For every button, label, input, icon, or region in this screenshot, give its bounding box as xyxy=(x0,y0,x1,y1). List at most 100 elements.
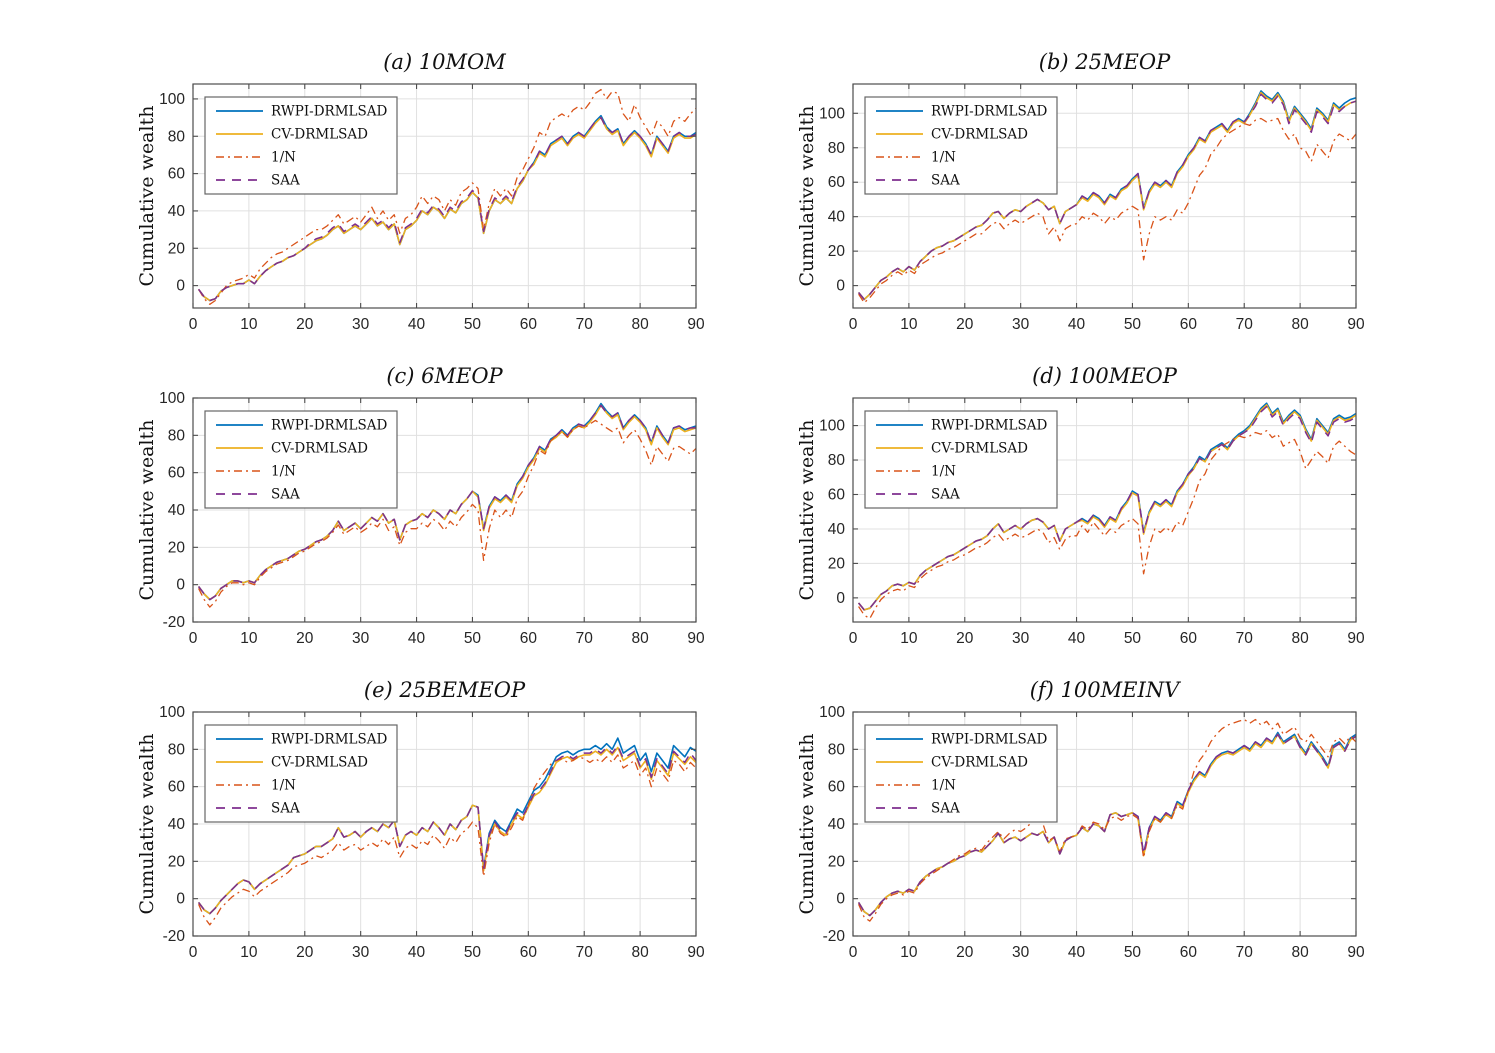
legend-box xyxy=(204,724,398,823)
axes-frame xyxy=(852,83,1357,309)
x-tick-label: 60 xyxy=(520,630,538,647)
x-tick-label: 80 xyxy=(1291,316,1309,333)
legend-label-1: RWPI-DRMLSAD xyxy=(271,104,387,120)
x-tick-label: 20 xyxy=(956,630,974,647)
legend: RWPI-DRMLSAD CV-DRMLSAD 1/N SAA xyxy=(204,724,398,823)
x-tick-label: 10 xyxy=(900,630,918,647)
panel-e-plot: 0 10 20 30 40 50 60 70 80 90-20020406080100RWPI-D… xyxy=(159,704,705,961)
y-tick-label: -20 xyxy=(163,614,186,631)
y-tick-label: 20 xyxy=(828,853,846,870)
x-tick-label: 60 xyxy=(520,316,538,333)
x-tick-label: 60 xyxy=(520,944,538,961)
x-tick-label: 10 xyxy=(240,944,258,961)
series-line-saa xyxy=(197,404,696,601)
y-tick-label: 100 xyxy=(159,390,185,407)
x-tick-label: 60 xyxy=(1180,944,1198,961)
x-tick-label: 50 xyxy=(464,630,482,647)
x-tick-label: 80 xyxy=(1291,630,1309,647)
y-tick-label: 40 xyxy=(168,816,186,833)
x-tick-label: 30 xyxy=(352,316,370,333)
panel-d-title: (d) 100MEOP xyxy=(1032,364,1177,388)
legend-label-1: RWPI-DRMLSAD xyxy=(931,418,1047,434)
x-tick-label: 30 xyxy=(1012,630,1030,647)
y-tick-label: 40 xyxy=(828,816,846,833)
x-tick-label: 30 xyxy=(1012,316,1030,333)
y-tick-label: 60 xyxy=(828,779,846,796)
legend-label-1: RWPI-DRMLSAD xyxy=(271,418,387,434)
x-tick-label: 0 xyxy=(849,944,858,961)
legend-label-4: SAA xyxy=(931,173,960,189)
x-tick-label: 50 xyxy=(1124,316,1142,333)
y-tick-label: 20 xyxy=(828,555,846,572)
x-tick-label: 10 xyxy=(900,316,918,333)
y-tick-label: 0 xyxy=(176,891,185,908)
x-tick-label: 80 xyxy=(631,316,649,333)
x-tick-label: 10 xyxy=(240,316,258,333)
x-tick-label: 80 xyxy=(1291,944,1309,961)
x-tick-label: 40 xyxy=(408,944,426,961)
panel-c-title: (c) 6MEOP xyxy=(386,364,503,388)
legend-label-1: RWPI-DRMLSAD xyxy=(931,104,1047,120)
series-line-saa xyxy=(197,116,697,302)
x-tick-label: 50 xyxy=(1124,944,1142,961)
panel-f-title: (f) 100MEINV xyxy=(1029,678,1180,702)
x-tick-label: 50 xyxy=(464,944,482,961)
panel-a-title: (a) 10MOM xyxy=(383,50,506,74)
y-tick-label: 80 xyxy=(828,140,846,157)
x-tick-label: 90 xyxy=(1347,630,1365,647)
x-tick-label: 40 xyxy=(1068,630,1086,647)
legend: RWPI-DRMLSAD CV-DRMLSAD 1/N SAA xyxy=(204,410,398,509)
x-tick-label: 70 xyxy=(1236,944,1254,961)
y-tick-label: 40 xyxy=(168,203,186,220)
x-tick-label: 20 xyxy=(956,316,974,333)
x-tick-label: 70 xyxy=(576,944,594,961)
y-tick-label: 80 xyxy=(168,741,186,758)
legend: RWPI-DRMLSAD CV-DRMLSAD 1/N SAA xyxy=(864,724,1058,823)
y-tick-label: 100 xyxy=(159,704,185,721)
x-tick-label: 0 xyxy=(849,630,858,647)
x-tick-label: 50 xyxy=(464,316,482,333)
legend-label-4: SAA xyxy=(271,173,300,189)
legend-label-4: SAA xyxy=(271,487,300,503)
x-tick-label: 90 xyxy=(687,944,705,961)
panel-a-plot: 0 10 20 30 40 50 60 70 80 90 0 20 40 60 80 100 RWPI-DRML… xyxy=(159,83,705,333)
x-tick-label: 0 xyxy=(189,630,198,647)
x-tick-label: 90 xyxy=(687,630,705,647)
y-tick-label: -20 xyxy=(823,928,846,945)
y-tick-label: 0 xyxy=(176,278,185,295)
y-tick-label: 40 xyxy=(168,502,186,519)
legend-label-2: CV-DRMLSAD xyxy=(931,755,1028,771)
y-tick-label: 0 xyxy=(176,577,185,594)
x-tick-label: 0 xyxy=(849,316,858,333)
legend-label-2: CV-DRMLSAD xyxy=(271,441,368,457)
legend-box xyxy=(864,96,1058,195)
y-tick-label: 60 xyxy=(168,779,186,796)
legend-box xyxy=(204,410,398,509)
panel-b-title: (b) 25MEOP xyxy=(1038,50,1171,74)
legend-label-3: 1/N xyxy=(271,464,296,480)
legend-label-1: RWPI-DRMLSAD xyxy=(271,732,387,748)
legend-label-4: SAA xyxy=(931,487,960,503)
legend-label-3: 1/N xyxy=(271,778,296,794)
x-tick-label: 20 xyxy=(296,944,314,961)
legend-label-2: CV-DRMLSAD xyxy=(931,441,1028,457)
legend-box xyxy=(864,410,1058,509)
x-tick-label: 90 xyxy=(687,316,705,333)
legend-label-3: 1/N xyxy=(271,150,296,166)
x-tick-label: 30 xyxy=(1012,944,1030,961)
legend-label-3: 1/N xyxy=(931,464,956,480)
y-tick-label: 100 xyxy=(819,704,845,721)
legend-label-1: RWPI-DRMLSAD xyxy=(931,732,1047,748)
y-tick-label: 60 xyxy=(828,174,846,191)
series-line-1-n xyxy=(198,754,697,926)
legend-label-3: 1/N xyxy=(931,778,956,794)
panel-b-plot: 0 10 20 30 40 50 60 70 80 90 0 20 40 60 80 100 RWPI-DRML… xyxy=(819,83,1365,333)
y-tick-label: 80 xyxy=(168,128,186,145)
x-tick-label: 80 xyxy=(631,944,649,961)
panel-c-plot: 0 10 20 30 40 50 60 70 80 90-20020406080100RWPI-D… xyxy=(159,390,705,647)
legend-label-3: 1/N xyxy=(931,150,956,166)
x-tick-label: 70 xyxy=(1236,316,1254,333)
panel-e-title: (e) 25BEMEOP xyxy=(363,678,526,702)
y-tick-label: 20 xyxy=(168,853,186,870)
